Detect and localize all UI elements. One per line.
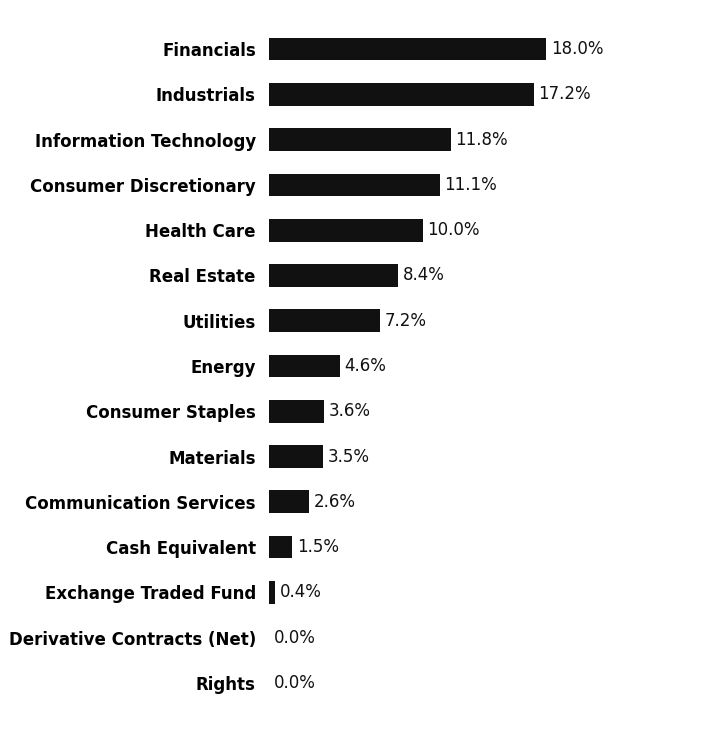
Bar (269, 83, 534, 105)
Text: 3.5%: 3.5% (328, 447, 370, 466)
Bar (269, 264, 399, 287)
Bar (269, 400, 324, 422)
Text: 11.8%: 11.8% (455, 130, 508, 149)
Text: 3.6%: 3.6% (329, 403, 371, 420)
Text: 18.0%: 18.0% (551, 40, 603, 58)
Bar (269, 173, 440, 196)
Bar (269, 536, 292, 559)
Text: 10.0%: 10.0% (428, 221, 480, 239)
Text: 2.6%: 2.6% (314, 493, 355, 511)
Text: 17.2%: 17.2% (538, 86, 591, 103)
Bar (269, 128, 451, 151)
Text: 7.2%: 7.2% (384, 312, 426, 329)
Bar (269, 219, 423, 242)
Text: 8.4%: 8.4% (403, 266, 445, 285)
Text: 1.5%: 1.5% (297, 538, 338, 556)
Bar (269, 310, 380, 332)
Text: 11.1%: 11.1% (445, 176, 497, 194)
Bar (269, 38, 546, 61)
Text: 0.0%: 0.0% (274, 674, 316, 692)
Bar (269, 581, 275, 604)
Bar (269, 490, 309, 513)
Bar (269, 355, 340, 377)
Text: 0.4%: 0.4% (280, 583, 321, 602)
Text: 0.0%: 0.0% (274, 629, 316, 646)
Bar (269, 445, 323, 468)
Text: 4.6%: 4.6% (345, 357, 387, 375)
